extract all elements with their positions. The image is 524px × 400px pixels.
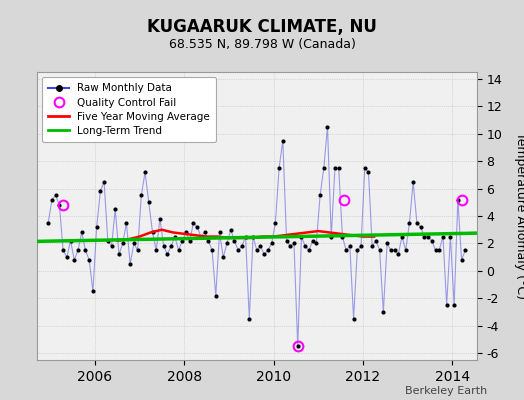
Legend: Raw Monthly Data, Quality Control Fail, Five Year Moving Average, Long-Term Tren: Raw Monthly Data, Quality Control Fail, … [42, 77, 216, 142]
Text: 68.535 N, 89.798 W (Canada): 68.535 N, 89.798 W (Canada) [169, 38, 355, 51]
Y-axis label: Temperature Anomaly (°C): Temperature Anomaly (°C) [514, 132, 524, 300]
Text: KUGAARUK CLIMATE, NU: KUGAARUK CLIMATE, NU [147, 18, 377, 36]
Text: Berkeley Earth: Berkeley Earth [405, 386, 487, 396]
